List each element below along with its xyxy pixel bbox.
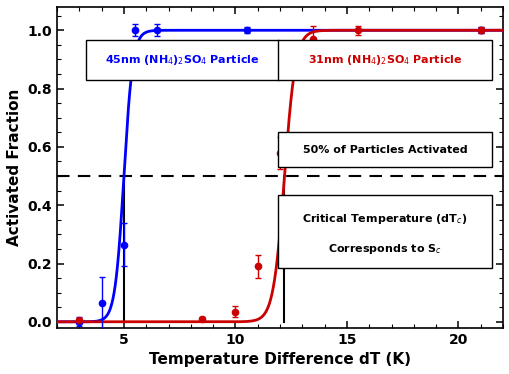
Y-axis label: Activated Fraction: Activated Fraction (7, 89, 22, 246)
Text: 31nm (NH$_4$)$_2$SO$_4$ Particle: 31nm (NH$_4$)$_2$SO$_4$ Particle (307, 53, 461, 67)
FancyBboxPatch shape (86, 40, 491, 80)
FancyBboxPatch shape (277, 194, 491, 268)
X-axis label: Temperature Difference dT (K): Temperature Difference dT (K) (149, 352, 410, 367)
FancyBboxPatch shape (277, 132, 491, 167)
Text: Corresponds to S$_c$: Corresponds to S$_c$ (327, 242, 441, 256)
Text: Critical Temperature (dT$_c$): Critical Temperature (dT$_c$) (302, 212, 467, 226)
Text: 50% of Particles Activated: 50% of Particles Activated (302, 145, 466, 155)
Text: 45nm (NH$_4$)$_2$SO$_4$ Particle: 45nm (NH$_4$)$_2$SO$_4$ Particle (104, 53, 259, 67)
